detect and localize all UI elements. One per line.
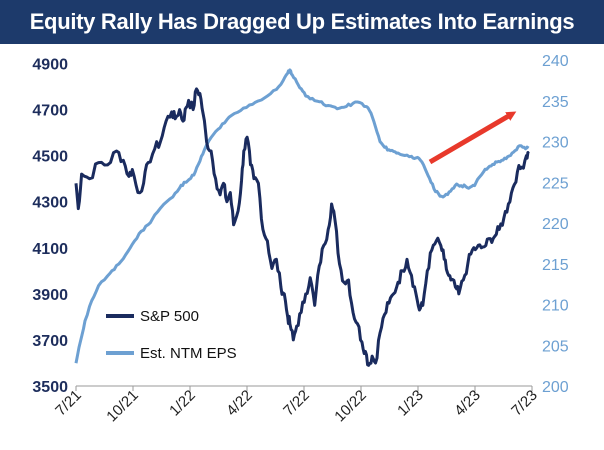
x-tick-label: 4/23: [451, 387, 484, 420]
left-tick-label: 4700: [32, 103, 68, 120]
x-tick-label: 1/22: [166, 387, 199, 420]
legend-label-sp500: S&P 500: [140, 308, 199, 325]
right-tick-label: 200: [542, 379, 569, 396]
title-bar: Equity Rally Has Dragged Up Estimates In…: [0, 0, 604, 44]
x-tick-label: 7/23: [508, 387, 541, 420]
chart-title: Equity Rally Has Dragged Up Estimates In…: [29, 9, 575, 34]
right-axis: 200 205 210 215 220 225 230 235 240: [542, 53, 569, 396]
eps-series-line: [74, 68, 530, 364]
left-tick-label: 3700: [32, 333, 68, 350]
x-tick-label: 7/22: [280, 387, 313, 420]
x-tick-label: 4/22: [223, 387, 256, 420]
right-tick-label: 210: [542, 298, 569, 315]
left-tick-label: 3900: [32, 287, 68, 304]
left-tick-label: 4500: [32, 149, 68, 166]
legend-label-eps: Est. NTM EPS: [140, 345, 237, 362]
right-tick-label: 230: [542, 135, 569, 152]
right-tick-label: 205: [542, 338, 569, 355]
left-tick-label: 4300: [32, 195, 68, 212]
left-tick-label: 3500: [32, 379, 68, 396]
right-tick-label: 215: [542, 257, 569, 274]
x-axis: 7/21 10/21 1/22 4/22 7/22 10/22 1/23 4/23 7/23: [52, 386, 541, 425]
left-tick-label: 4100: [32, 241, 68, 258]
right-tick-label: 235: [542, 94, 569, 111]
legend: S&P 500 Est. NTM EPS: [106, 308, 237, 362]
left-axis: 3500 3700 3900 4100 4300 4500 4700 4900: [32, 57, 68, 396]
x-tick-label: 10/21: [103, 387, 142, 426]
right-tick-label: 240: [542, 53, 569, 70]
x-tick-label: 1/23: [394, 387, 427, 420]
left-tick-label: 4900: [32, 57, 68, 74]
x-tick-label: 10/22: [331, 387, 370, 426]
trend-arrow: [428, 111, 517, 165]
sp500-series-line: [74, 87, 530, 367]
right-tick-label: 225: [542, 175, 569, 192]
right-tick-label: 220: [542, 216, 569, 233]
